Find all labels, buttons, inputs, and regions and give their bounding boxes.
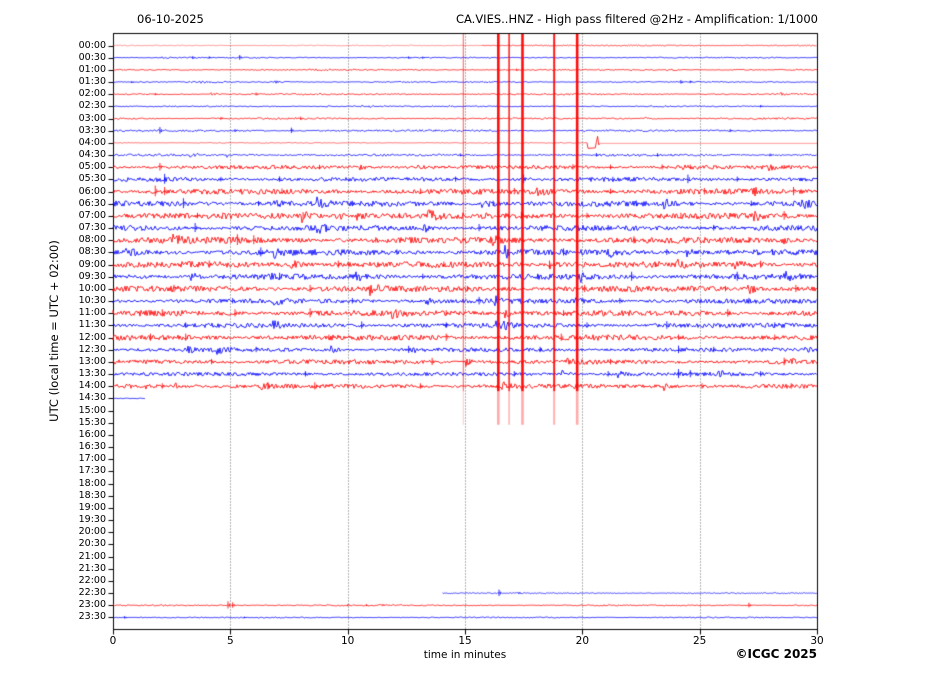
x-tick-label: 0 [109, 635, 117, 647]
row-label: 07:00 [78, 209, 106, 221]
row-label: 23:30 [78, 611, 106, 623]
row-label: 09:30 [78, 270, 106, 282]
row-label: 13:30 [78, 368, 106, 380]
row-label: 08:30 [78, 246, 106, 258]
x-tick-label: 15 [458, 635, 472, 647]
row-label: 11:30 [78, 319, 106, 331]
row-label: 05:00 [78, 161, 106, 173]
x-axis-label: time in minutes [423, 649, 507, 661]
row-label: 19:00 [78, 501, 106, 513]
x-tick-label: 20 [575, 635, 590, 647]
row-label: 00:00 [78, 39, 106, 51]
row-label: 11:00 [78, 307, 106, 319]
row-label: 13:00 [78, 355, 106, 367]
y-axis-label: UTC (local time = UTC + 02:00) [47, 240, 61, 422]
row-label: 22:00 [78, 574, 106, 586]
x-tick-label: 5 [226, 635, 234, 647]
row-label: 14:00 [78, 380, 106, 392]
row-label: 04:00 [78, 136, 106, 148]
row-label: 08:00 [78, 234, 106, 246]
row-label: 12:30 [78, 343, 106, 355]
row-label: 10:30 [78, 295, 106, 307]
row-label: 21:30 [78, 562, 106, 574]
x-tick-label: 25 [692, 635, 707, 647]
row-label: 12:00 [78, 331, 106, 343]
x-tick-label: 10 [340, 635, 355, 647]
row-label: 19:30 [78, 514, 106, 526]
row-label: 10:00 [78, 282, 106, 294]
row-label: 20:00 [78, 526, 106, 538]
row-label: 18:30 [78, 489, 106, 501]
plot-title: CA.VIES..HNZ - High pass filtered @2Hz -… [455, 12, 818, 26]
row-label: 06:00 [78, 185, 106, 197]
row-label: 03:00 [78, 112, 106, 124]
row-label: 02:30 [78, 100, 106, 112]
row-label: 14:30 [78, 392, 106, 404]
row-label: 23:00 [78, 599, 106, 611]
x-tick-label: 30 [810, 635, 824, 647]
row-label: 07:30 [78, 222, 106, 234]
row-label: 16:00 [78, 428, 106, 440]
row-label: 18:00 [78, 477, 106, 489]
row-label: 17:00 [78, 453, 106, 465]
row-label: 04:30 [78, 149, 106, 161]
row-label: 17:30 [78, 465, 106, 477]
row-label: 22:30 [78, 587, 106, 599]
date-label: 06-10-2025 [137, 12, 204, 26]
row-label: 01:00 [78, 63, 106, 75]
row-label: 16:30 [78, 441, 106, 453]
row-label: 15:30 [78, 416, 106, 428]
row-label: 03:30 [78, 124, 106, 136]
row-label: 06:30 [78, 197, 106, 209]
row-label: 09:00 [78, 258, 106, 270]
copyright-label: ©ICGC 2025 [735, 647, 817, 661]
row-label: 20:30 [78, 538, 106, 550]
row-label: 15:00 [78, 404, 106, 416]
row-label: 05:30 [78, 173, 106, 185]
row-label: 21:00 [78, 550, 106, 562]
row-label: 02:00 [78, 88, 106, 100]
row-label: 00:30 [78, 51, 106, 63]
row-label: 01:30 [78, 76, 106, 87]
